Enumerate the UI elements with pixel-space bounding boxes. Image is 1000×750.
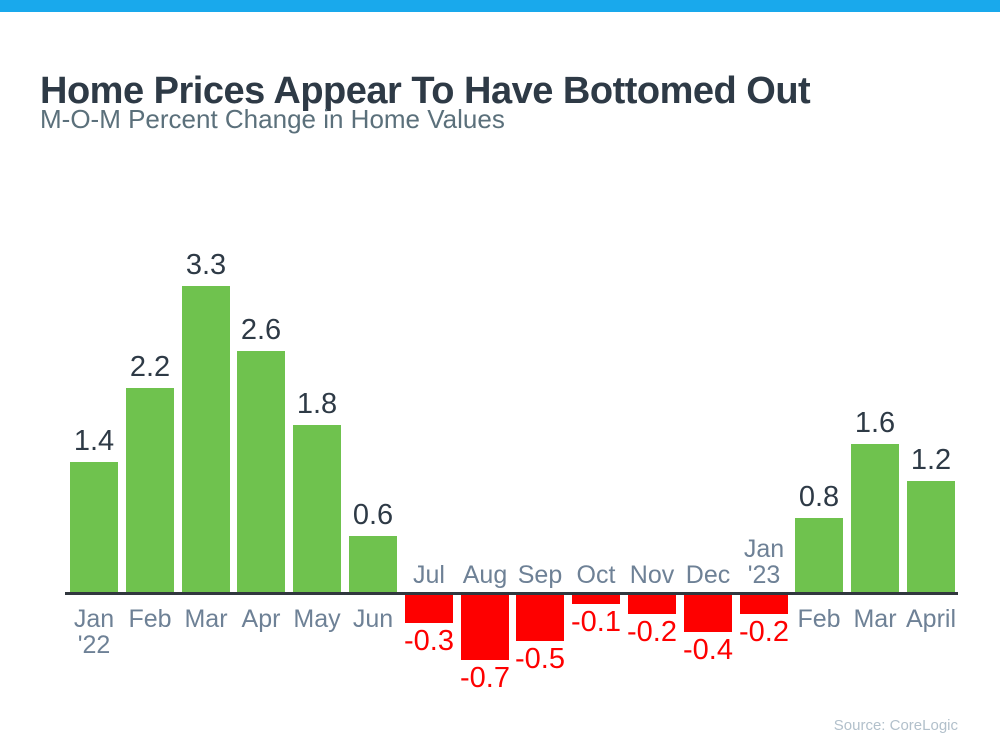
chart-subtitle: M-O-M Percent Change in Home Values (40, 104, 505, 134)
category-label-apr: Apr (241, 605, 281, 633)
value-label-oct: -0.1 (571, 606, 621, 638)
bar-may (293, 425, 341, 592)
category-label-feb: Feb (797, 605, 841, 633)
value-label-feb: 0.8 (798, 481, 840, 513)
category-label-jul: Jul (413, 561, 445, 589)
category-label-mar: Mar (853, 605, 897, 633)
category-label-mar: Mar (184, 605, 228, 633)
category-label-jan-23: Jan '23 (743, 535, 785, 589)
value-label-feb: 2.2 (129, 351, 171, 383)
category-label-april: April (905, 605, 956, 633)
value-label-nov: -0.2 (627, 616, 677, 648)
bar-feb (795, 518, 843, 592)
bar-sep (516, 595, 564, 641)
value-label-sep: -0.5 (515, 643, 565, 675)
value-label-dec: -0.4 (683, 634, 733, 666)
bar-jan-23 (740, 595, 788, 614)
bar-jul (405, 595, 453, 623)
category-label-may: May (293, 605, 341, 633)
value-label-mar: 3.3 (185, 249, 227, 281)
value-label-mar: 1.6 (854, 407, 896, 439)
bar-apr (237, 351, 285, 592)
bar-dec (684, 595, 732, 632)
category-label-jan-22: Jan '22 (73, 605, 115, 659)
category-label-feb: Feb (128, 605, 172, 633)
bar-oct (572, 595, 620, 604)
value-label-jun: 0.6 (352, 499, 394, 531)
bar-april (907, 481, 955, 592)
bar-mar (851, 444, 899, 592)
value-label-aug: -0.7 (460, 662, 510, 694)
x-axis-line (65, 592, 958, 595)
value-label-april: 1.2 (910, 444, 952, 476)
chart-title: Home Prices Appear To Have Bottomed Out (40, 70, 811, 113)
value-label-apr: 2.6 (240, 314, 282, 346)
category-label-aug: Aug (462, 561, 508, 589)
value-label-jul: -0.3 (404, 625, 454, 657)
bar-aug (461, 595, 509, 660)
top-accent-bar (0, 0, 1000, 12)
bar-mar (182, 286, 230, 592)
bar-nov (628, 595, 676, 614)
source-credit: Source: CoreLogic (833, 717, 958, 734)
bar-feb (126, 388, 174, 592)
value-label-may: 1.8 (296, 388, 338, 420)
bar-jun (349, 536, 397, 592)
category-label-jun: Jun (352, 605, 394, 633)
category-label-dec: Dec (685, 561, 731, 589)
value-label-jan-22: 1.4 (73, 425, 115, 457)
category-label-oct: Oct (576, 561, 616, 589)
category-label-sep: Sep (517, 561, 563, 589)
value-label-jan-23: -0.2 (739, 616, 789, 648)
bar-jan-22 (70, 462, 118, 592)
category-label-nov: Nov (629, 561, 675, 589)
